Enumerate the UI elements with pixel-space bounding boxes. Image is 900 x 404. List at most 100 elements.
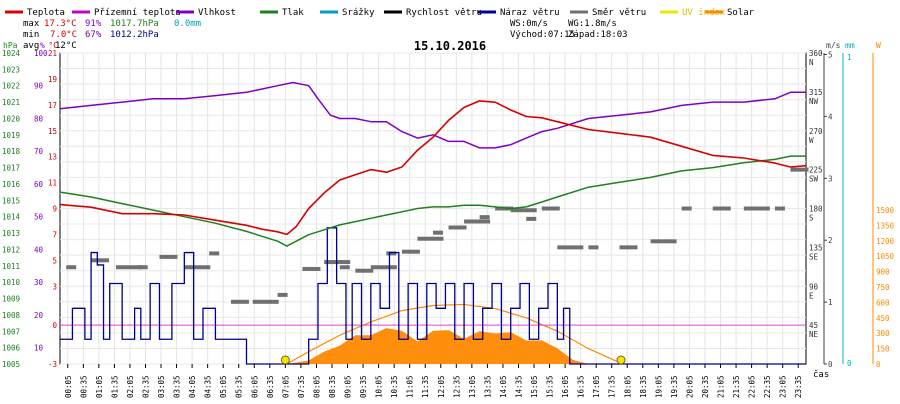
- dir-tick-15: NE: [809, 330, 819, 339]
- x-tick-3: 01:35: [110, 375, 119, 398]
- solar-tick-10: 1500: [876, 206, 895, 215]
- axes: hPa1005100610071008100910101011101210131…: [2, 41, 895, 369]
- x-axis-label: čas: [813, 369, 829, 380]
- temp-tick-2: 3: [52, 282, 57, 291]
- x-tick-40: 20:05: [685, 375, 694, 398]
- temp-tick-8: 15: [48, 127, 57, 136]
- x-tick-43: 21:35: [732, 375, 741, 398]
- solar-tick-4: 600: [876, 298, 890, 307]
- wind-direction-mark-9: [277, 292, 288, 297]
- x-tick-8: 04:05: [188, 375, 197, 398]
- ms-tick-3: 3: [828, 174, 833, 183]
- solar-area: [286, 328, 589, 364]
- wind-direction-mark-6: [209, 251, 220, 256]
- x-tick-9: 04:35: [204, 375, 213, 398]
- x-tick-10: 05:05: [219, 375, 228, 398]
- pct-tick-4: 50: [34, 213, 44, 222]
- solar-axis-unit: W: [876, 41, 881, 50]
- x-tick-22: 11:05: [406, 375, 415, 398]
- wind-direction-mark-10: [302, 266, 321, 271]
- wind-direction-mark-27: [588, 245, 599, 250]
- hpa-tick-8: 1013: [2, 229, 20, 238]
- avg-temp: 12°C: [55, 41, 77, 51]
- hpa-tick-13: 1018: [2, 147, 21, 156]
- wind-direction-mark-17: [417, 236, 444, 241]
- temperature-line: [59, 100, 807, 236]
- mm-tick-1: 1: [847, 53, 852, 62]
- hpa-tick-1: 1006: [2, 344, 21, 353]
- hpa-tick-19: 1024: [2, 49, 21, 58]
- solar-tick-7: 1050: [876, 252, 895, 261]
- dir-tick-13: E: [809, 291, 814, 300]
- solar-tick-2: 300: [876, 329, 890, 338]
- sunrise-stat: Východ:07:15: [510, 30, 575, 40]
- legend-label-7: Směr větru: [592, 8, 646, 18]
- temp-tick-7: 13: [48, 153, 57, 162]
- hpa-tick-15: 1020: [2, 114, 21, 123]
- max-temp: 17.3°C: [44, 19, 77, 29]
- pct-tick-0: 10: [34, 344, 44, 353]
- x-tick-30: 15:05: [530, 375, 539, 398]
- legend-label-3: Tlak: [282, 8, 304, 18]
- hpa-tick-0: 1005: [2, 360, 20, 369]
- legend: Teplota Přízemní teplota Vlhkost Tlak Srážky…: [5, 8, 755, 18]
- ms-tick-5: 5: [828, 51, 833, 60]
- x-tick-28: 14:05: [499, 375, 508, 398]
- wind-direction-mark-7: [230, 299, 249, 304]
- legend-label-0: Teplota: [27, 8, 65, 18]
- legend-label-1: Přízemní teplota: [94, 8, 181, 18]
- temp-tick-11: 21: [48, 49, 57, 58]
- dir-tick-1: N: [809, 58, 814, 67]
- ms-tick-0: 0: [828, 360, 833, 369]
- x-tick-29: 14:35: [514, 375, 523, 398]
- wind-direction-mark-23: [510, 208, 537, 213]
- wind-direction-mark-2: [115, 265, 142, 270]
- x-tick-4: 02:05: [126, 375, 135, 398]
- hpa-tick-14: 1019: [2, 131, 20, 140]
- plot-area: [59, 81, 809, 365]
- hpa-tick-5: 1010: [2, 278, 21, 287]
- stats-panel: max 17.3°C 91% 1017.7hPa 0.0mm min 7.0°C…: [23, 19, 628, 51]
- max-humidity: 91%: [85, 19, 102, 29]
- wind-direction-mark-8: [252, 299, 279, 304]
- hpa-axis-unit: hPa: [3, 41, 18, 50]
- x-tick-15: 07:35: [297, 375, 306, 398]
- min-pressure: 1012.2hPa: [110, 30, 159, 40]
- temp-tick-9: 17: [48, 101, 57, 110]
- wind-direction-mark-14: [370, 265, 397, 270]
- dir-tick-9: S: [809, 214, 814, 223]
- x-tick-20: 10:05: [375, 375, 384, 398]
- wind-direction-mark-18: [433, 230, 443, 235]
- wind-direction-mark-20: [464, 219, 491, 224]
- wind-direction-mark-1: [91, 258, 110, 263]
- max-rain: 0.0mm: [174, 19, 201, 29]
- x-tick-32: 16:05: [561, 375, 570, 398]
- hpa-tick-12: 1017: [2, 164, 20, 173]
- x-tick-38: 19:05: [654, 375, 663, 398]
- temp-tick-0: -3: [48, 360, 57, 369]
- x-tick-41: 20:35: [701, 375, 710, 398]
- min-label: min: [23, 30, 39, 40]
- wind-direction-mark-19: [448, 225, 467, 230]
- x-tick-13: 06:35: [266, 375, 275, 398]
- wind-direction-mark-21: [479, 215, 490, 220]
- pct-tick-9: 100: [34, 49, 48, 58]
- wind-direction-mark-26: [557, 245, 584, 250]
- x-tick-17: 08:35: [328, 375, 337, 398]
- hpa-tick-3: 1008: [2, 311, 21, 320]
- wind-direction-mark-33: [774, 206, 785, 211]
- wind-direction-mark-32: [743, 206, 770, 211]
- pct-tick-1: 20: [34, 311, 44, 320]
- legend-label-5: Rychlost větru: [406, 8, 482, 18]
- wind-direction-mark-28: [619, 245, 638, 250]
- temp-tick-1: 0: [52, 321, 57, 330]
- legend-label-9: Solar: [727, 8, 755, 18]
- x-tick-16: 08:05: [312, 375, 321, 398]
- x-tick-0: 00:05: [64, 375, 73, 398]
- x-tick-45: 22:35: [763, 375, 772, 398]
- ms-axis-unit: m/s: [826, 41, 841, 50]
- x-tick-34: 17:05: [592, 375, 601, 398]
- max-label: max: [23, 19, 40, 29]
- max-pressure: 1017.7hPa: [110, 19, 159, 29]
